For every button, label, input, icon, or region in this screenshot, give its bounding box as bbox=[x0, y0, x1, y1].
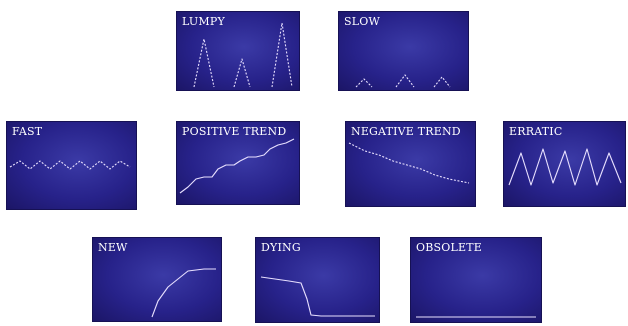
panel-slow: SLOW bbox=[338, 11, 469, 91]
panel-label-dying: DYING bbox=[261, 241, 301, 254]
dying-product-trace bbox=[260, 276, 375, 317]
panel-lumpy: LUMPY bbox=[176, 11, 300, 91]
panel-new: NEW bbox=[92, 237, 222, 322]
panel-label-negative-trend: NEGATIVE TREND bbox=[351, 125, 461, 138]
panel-erratic: ERRATIC bbox=[503, 121, 626, 207]
panel-positive-trend: POSITIVE TREND bbox=[176, 121, 300, 205]
panel-label-slow: SLOW bbox=[344, 15, 380, 28]
slow-demand-trace bbox=[355, 74, 451, 88]
panel-fast: FAST bbox=[6, 121, 137, 210]
panel-negative-trend: NEGATIVE TREND bbox=[345, 121, 476, 207]
fast-demand-trace bbox=[9, 160, 131, 170]
panel-dying: DYING bbox=[255, 237, 380, 323]
lumpy-demand-trace bbox=[193, 22, 293, 88]
negative-trend-trace bbox=[348, 142, 470, 184]
new-product-trace bbox=[151, 268, 216, 318]
panel-label-fast: FAST bbox=[12, 125, 43, 138]
erratic-demand-trace bbox=[508, 148, 622, 186]
panel-label-lumpy: LUMPY bbox=[182, 15, 225, 28]
obsolete-product-trace bbox=[416, 316, 536, 318]
panel-label-positive-trend: POSITIVE TREND bbox=[182, 125, 287, 138]
panel-label-obsolete: OBSOLETE bbox=[416, 241, 482, 254]
positive-trend-trace bbox=[179, 138, 295, 194]
panel-label-new: NEW bbox=[98, 241, 128, 254]
panel-obsolete: OBSOLETE bbox=[410, 237, 542, 323]
panel-label-erratic: ERRATIC bbox=[509, 125, 563, 138]
